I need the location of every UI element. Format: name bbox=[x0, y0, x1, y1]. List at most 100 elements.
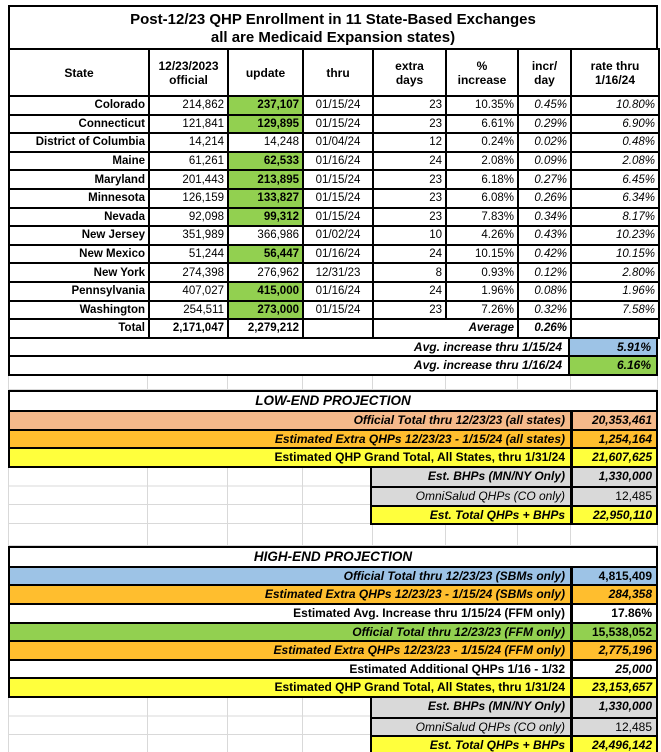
title-line2: all are Medicaid Expansion states) bbox=[210, 29, 456, 46]
cell-extra-days: 23 bbox=[372, 206, 447, 228]
projection-row: Estimated Avg. Increase thru 1/15/24 (FF… bbox=[10, 603, 656, 622]
cell-official: 201,443 bbox=[148, 169, 229, 190]
col-header-thru: thru bbox=[302, 48, 374, 97]
projection-label: Estimated Avg. Increase thru 1/15/24 (FF… bbox=[293, 606, 565, 621]
col-header-extra-days: extra days bbox=[372, 48, 447, 97]
projection-row: Estimated Additional QHPs 1/16 - 1/32 25… bbox=[10, 658, 656, 678]
cell-extra-days: 23 bbox=[372, 169, 447, 190]
cell-update: 56,447 bbox=[227, 243, 304, 265]
projection-label: Estimated QHP Grand Total, All States, t… bbox=[274, 680, 565, 695]
projection-row: Est. Total QHPs + BHPs 22,950,110 bbox=[372, 504, 656, 524]
cell-pct-increase: 2.08% bbox=[445, 150, 519, 172]
projection-row: OmniSalud QHPs (CO only) 12,485 bbox=[372, 486, 656, 505]
cell-pct-increase: 0.24% bbox=[445, 132, 519, 153]
low-end-title: LOW-END PROJECTION bbox=[255, 392, 411, 408]
cell-incr-day: 0.02% bbox=[517, 132, 572, 153]
projection-label: Estimated Extra QHPs 12/23/23 - 1/15/24 … bbox=[273, 643, 565, 658]
cell-update: 276,962 bbox=[227, 262, 304, 283]
projection-label: Official Total thru 12/23/23 (all states… bbox=[353, 412, 565, 427]
cell-incr-day: 0.09% bbox=[517, 150, 572, 172]
cell-rate-thru: 6.45% bbox=[570, 169, 660, 190]
projection-label: Est. Total QHPs + BHPs bbox=[429, 738, 565, 752]
projection-value: 1,330,000 bbox=[570, 698, 656, 717]
projection-value: 1,254,164 bbox=[570, 430, 656, 448]
cell-incr-day: 0.27% bbox=[517, 169, 572, 190]
cell-pct-increase: 6.18% bbox=[445, 169, 519, 190]
projection-value: 24,496,142 bbox=[570, 737, 656, 752]
cell-pct-increase: 6.08% bbox=[445, 187, 519, 209]
total-label: Total bbox=[8, 318, 150, 339]
cell-extra-days: 23 bbox=[372, 299, 447, 321]
spreadsheet-empty-area bbox=[8, 467, 370, 526]
projection-value: 21,607,625 bbox=[570, 449, 656, 466]
cell-incr-day: 0.34% bbox=[517, 206, 572, 228]
cell-incr-day: 0.45% bbox=[517, 95, 572, 116]
cell-rate-thru: 10.23% bbox=[570, 225, 660, 246]
cell-thru: 01/15/24 bbox=[302, 169, 374, 190]
cell-update: 415,000 bbox=[227, 280, 304, 302]
cell-thru: 01/15/24 bbox=[302, 95, 374, 116]
cell-update: 99,312 bbox=[227, 206, 304, 228]
table-row: Pennsylvania 407,027 415,000 01/16/24 24… bbox=[8, 280, 660, 302]
cell-rate-thru: 10.15% bbox=[570, 243, 660, 265]
projection-value: 15,538,052 bbox=[570, 623, 656, 641]
projection-row: Estimated Extra QHPs 12/23/23 - 1/15/24 … bbox=[10, 640, 656, 659]
cell-incr-day: 0.32% bbox=[517, 299, 572, 321]
avg-increase-row-1-15: Avg. increase thru 1/15/24 5.91% bbox=[8, 338, 658, 358]
table-row: New York 274,398 276,962 12/31/23 8 0.93… bbox=[8, 262, 660, 283]
table-row: Maryland 201,443 213,895 01/15/24 23 6.1… bbox=[8, 169, 660, 190]
cell-thru: 01/16/24 bbox=[302, 150, 374, 172]
avg-increase-row-1-16: Avg. increase thru 1/16/24 6.16% bbox=[8, 357, 658, 376]
cell-extra-days: 24 bbox=[372, 243, 447, 265]
cell-pct-increase: 0.93% bbox=[445, 262, 519, 283]
projection-label: Estimated Additional QHPs 1/16 - 1/32 bbox=[349, 661, 565, 676]
cell-state: Maine bbox=[8, 150, 150, 172]
cell-state: District of Columbia bbox=[8, 132, 150, 153]
cell-update: 133,827 bbox=[227, 187, 304, 209]
high-end-title: HIGH-END PROJECTION bbox=[253, 548, 413, 564]
cell-rate-thru: 0.48% bbox=[570, 132, 660, 153]
cell-official: 407,027 bbox=[148, 280, 229, 302]
cell-thru: 01/04/24 bbox=[302, 132, 374, 153]
projection-row: Est. Total QHPs + BHPs 24,496,142 bbox=[372, 735, 656, 752]
cell-state: Connecticut bbox=[8, 113, 150, 135]
projection-row: OmniSalud QHPs (CO only) 12,485 bbox=[372, 716, 656, 736]
cell-update: 129,895 bbox=[227, 113, 304, 135]
cell-thru: 12/31/23 bbox=[302, 262, 374, 283]
projection-label: OmniSalud QHPs (CO only) bbox=[415, 719, 565, 734]
cell-thru: 01/15/24 bbox=[302, 187, 374, 209]
cell-state: Colorado bbox=[8, 95, 150, 116]
cell-incr-day: 0.26% bbox=[517, 187, 572, 209]
low-end-projection-box: LOW-END PROJECTION Official Total thru 1… bbox=[8, 389, 658, 468]
projection-value: 25,000 bbox=[570, 660, 656, 678]
cell-update: 366,986 bbox=[227, 225, 304, 246]
average-label: Average bbox=[372, 318, 519, 339]
cell-thru: 01/02/24 bbox=[302, 225, 374, 246]
cell-official: 126,159 bbox=[148, 187, 229, 209]
cell-thru: 01/15/24 bbox=[302, 206, 374, 228]
table-row: Connecticut 121,841 129,895 01/15/24 23 … bbox=[8, 113, 660, 135]
table-row: Maine 61,261 62,533 01/16/24 24 2.08% 0.… bbox=[8, 150, 660, 172]
projection-row: Estimated Extra QHPs 12/23/23 - 1/15/24 … bbox=[10, 584, 656, 604]
cell-pct-increase: 10.35% bbox=[445, 95, 519, 116]
table-row: District of Columbia 14,214 14,248 01/04… bbox=[8, 132, 660, 153]
high-end-projection-box: HIGH-END PROJECTION Official Total thru … bbox=[8, 545, 658, 699]
spreadsheet-gap bbox=[8, 525, 658, 546]
projection-label: Estimated Extra QHPs 12/23/23 - 1/15/24 … bbox=[274, 431, 565, 446]
cell-official: 274,398 bbox=[148, 262, 229, 283]
title-line1: Post-12/23 QHP Enrollment in 11 State-Ba… bbox=[130, 11, 536, 28]
projection-label: Est. BHPs (MN/NY Only) bbox=[427, 699, 565, 714]
cell-thru: 01/15/24 bbox=[302, 113, 374, 135]
cell-thru: 01/15/24 bbox=[302, 299, 374, 321]
cell-update: 62,533 bbox=[227, 150, 304, 172]
cell-incr-day: 0.42% bbox=[517, 243, 572, 265]
low-end-addons-box: Est. BHPs (MN/NY Only) 1,330,000 OmniSal… bbox=[370, 467, 658, 526]
total-row: Total 2,171,047 2,279,212 Average 0.26% bbox=[8, 318, 660, 339]
cell-official: 14,214 bbox=[148, 132, 229, 153]
projection-value: 2,775,196 bbox=[570, 642, 656, 659]
cell-state: Minnesota bbox=[8, 187, 150, 209]
avg-increase-label: Avg. increase thru 1/16/24 bbox=[413, 358, 562, 373]
col-header-pct-increase: % increase bbox=[445, 48, 519, 97]
table-row: New Jersey 351,989 366,986 01/02/24 10 4… bbox=[8, 225, 660, 246]
cell-rate-thru: 6.90% bbox=[570, 113, 660, 135]
